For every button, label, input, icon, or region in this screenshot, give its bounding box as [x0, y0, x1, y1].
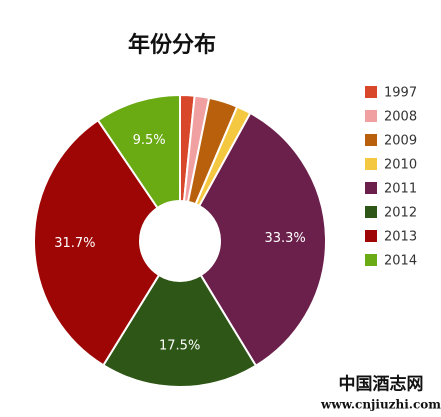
value-label: 9.5% [133, 133, 166, 148]
chart-title: 年份分布 [128, 32, 216, 58]
legend-label: 2012 [384, 206, 417, 221]
legend-swatch [365, 158, 377, 170]
legend-label: 2010 [384, 158, 417, 173]
watermark-name: 中国酒志网 [339, 374, 424, 395]
legend-swatch [365, 206, 377, 218]
slice [33, 118, 161, 367]
legend-swatch [365, 182, 377, 194]
legend-swatch [365, 230, 377, 242]
slice [101, 273, 258, 388]
legend-label: 1997 [384, 86, 417, 101]
legend-label: 2011 [384, 182, 417, 197]
value-label: 33.3% [264, 231, 305, 246]
legend-swatch [365, 86, 377, 98]
legend-label: 2008 [384, 110, 417, 125]
value-label: 17.5% [159, 339, 200, 354]
legend-swatch [365, 110, 377, 122]
value-label: 31.7% [54, 236, 95, 251]
legend-swatch [365, 134, 377, 146]
watermark-url: www.cnjiuzhi.com [320, 398, 441, 412]
legend-swatch [365, 254, 377, 266]
slice [197, 111, 327, 368]
slice [96, 93, 181, 210]
legend-label: 2013 [384, 230, 417, 245]
legend-label: 2009 [384, 134, 417, 149]
legend-label: 2014 [384, 254, 417, 269]
